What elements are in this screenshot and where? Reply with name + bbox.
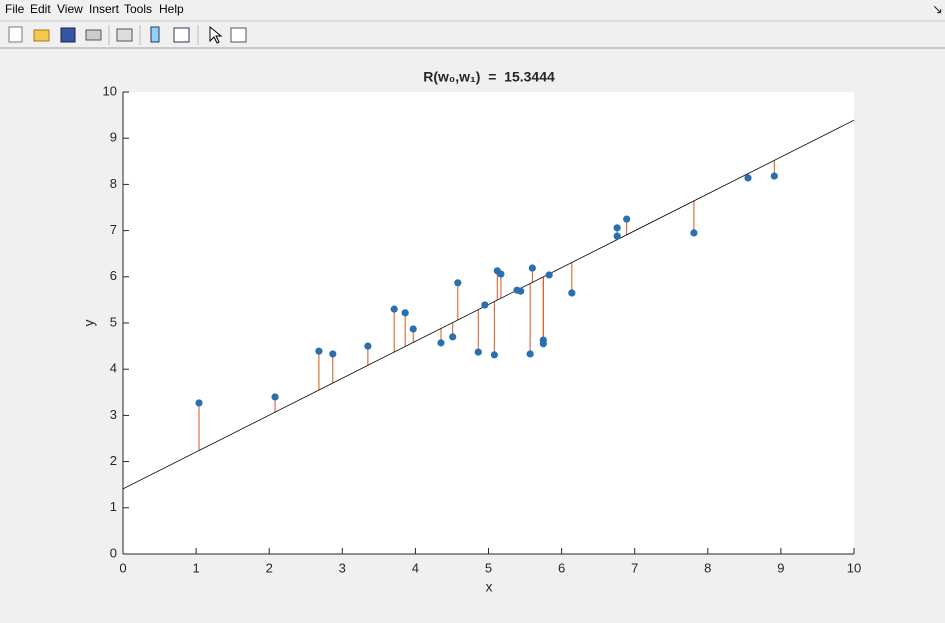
chart-title: R(w₀,w₁) = 15.3444 (423, 69, 555, 85)
data-point (474, 348, 482, 356)
data-point (623, 215, 631, 223)
pointer-icon[interactable] (209, 25, 223, 44)
save-icon[interactable] (60, 27, 76, 43)
data-point (490, 351, 498, 359)
data-point (409, 325, 417, 333)
y-tick-label: 7 (110, 222, 117, 237)
new-icon[interactable] (8, 26, 23, 43)
x-tick-label: 2 (266, 560, 273, 575)
y-tick-label: 4 (110, 361, 117, 376)
x-tick-label: 7 (631, 560, 638, 575)
menu-bar: File Edit View Insert Tools Help (5, 2, 184, 16)
data-point (568, 289, 576, 297)
data-point (271, 393, 279, 401)
data-point (539, 340, 547, 348)
y-tick-label: 3 (110, 407, 117, 422)
data-point (390, 305, 398, 313)
data-point (481, 301, 489, 309)
menu-item[interactable]: Help (159, 2, 184, 16)
data-point (437, 339, 445, 347)
fit-line (122, 119, 855, 490)
x-tick-label: 6 (558, 560, 565, 575)
x-tick-label: 3 (339, 560, 346, 575)
data-point (329, 350, 337, 358)
data-point (315, 347, 323, 355)
print-icon[interactable] (85, 29, 102, 41)
data-point (195, 399, 203, 407)
data-point (770, 172, 778, 180)
y-tick-label: 10 (103, 83, 117, 98)
data-point (526, 350, 534, 358)
data-point (364, 342, 372, 350)
y-tick-label: 5 (110, 314, 117, 329)
menu-item[interactable]: Tools (124, 2, 152, 16)
toolbar (8, 25, 247, 45)
legend-icon[interactable] (173, 27, 190, 43)
x-tick-label: 10 (847, 560, 861, 575)
data-point (613, 224, 621, 232)
data-point (517, 287, 525, 295)
data-point (545, 271, 553, 279)
colorbar-icon[interactable] (150, 26, 160, 43)
menu-item[interactable]: View (57, 2, 83, 16)
data-point (401, 309, 409, 317)
data-point (690, 229, 698, 237)
data-point (449, 333, 457, 341)
x-tick-label: 9 (777, 560, 784, 575)
x-tick-label: 5 (485, 560, 492, 575)
data-point (528, 264, 536, 272)
x-tick-label: 0 (119, 560, 126, 575)
x-axis-label: x (486, 579, 493, 595)
menu-item[interactable]: File (5, 2, 25, 16)
plot-area (123, 92, 854, 554)
y-axis-label: y (81, 320, 97, 327)
data-point (744, 174, 752, 182)
x-tick-label: 8 (704, 560, 711, 575)
data-point (613, 232, 621, 240)
data-point (454, 279, 462, 287)
dock-arrow[interactable]: ↘ (932, 1, 943, 16)
link-icon[interactable] (116, 28, 133, 42)
y-tick-label: 9 (110, 130, 117, 145)
y-tick-label: 8 (110, 176, 117, 191)
y-tick-label: 1 (110, 499, 117, 514)
x-tick-label: 4 (412, 560, 419, 575)
x-tick-label: 1 (192, 560, 199, 575)
y-tick-label: 0 (110, 545, 117, 560)
open-icon[interactable] (33, 29, 50, 42)
y-tick-label: 2 (110, 453, 117, 468)
y-tick-label: 6 (110, 268, 117, 283)
menu-item[interactable]: Insert (89, 2, 120, 16)
menu-item[interactable]: Edit (30, 2, 51, 16)
data-point (497, 270, 505, 278)
property-icon[interactable] (230, 27, 247, 43)
